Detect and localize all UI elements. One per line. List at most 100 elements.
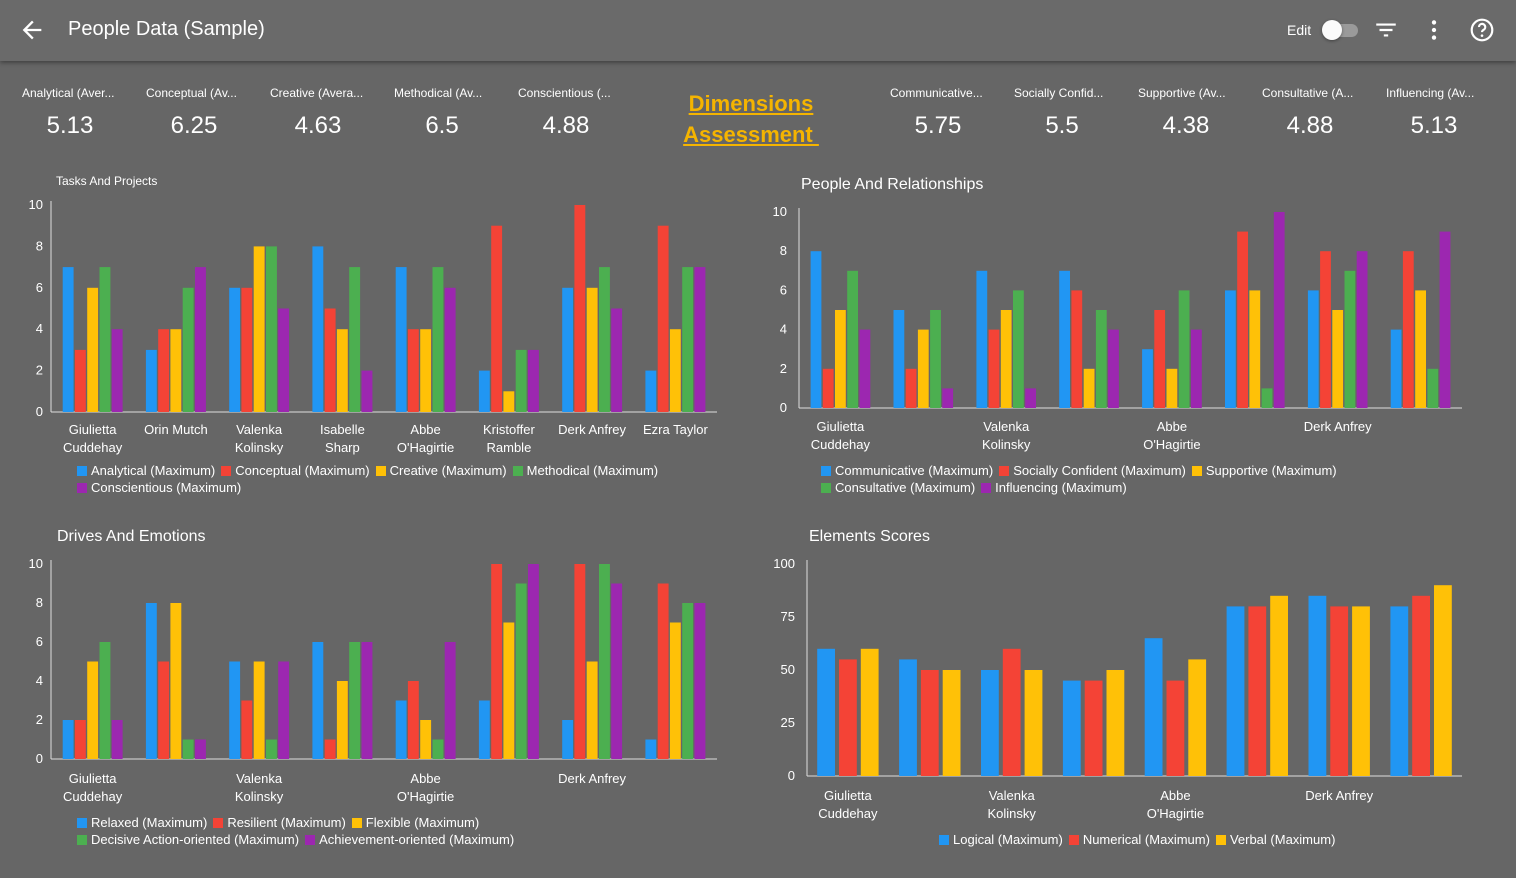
legend-item[interactable]: Verbal (Maximum) [1215,831,1335,848]
x-category-label: Valenka [989,788,1036,803]
bar [1144,638,1163,776]
bar [182,739,194,759]
more-vert-icon[interactable] [1421,17,1447,43]
bar [822,368,834,408]
x-category-label: Derk Anfrey [558,422,626,437]
kpi-socially-confident: Socially Confid... 5.5 [1014,86,1132,140]
bar [930,310,941,408]
legend-item[interactable]: Methodical (Maximum) [512,462,658,479]
bar [349,642,361,759]
legend-label: Supportive (Maximum) [1205,463,1337,478]
bar [574,205,586,412]
bar [1402,251,1414,408]
bar [1142,349,1153,408]
bar [669,622,681,759]
legend-item[interactable]: Creative (Maximum) [375,462,507,479]
x-category-label: Cuddehay [811,437,871,452]
legend-item[interactable]: Achievement-oriented (Maximum) [305,831,514,848]
kpi-label: Consultative (A... [1262,86,1354,100]
bar [1427,368,1439,408]
help-icon[interactable] [1469,17,1495,43]
legend-item[interactable]: Analytical (Maximum) [77,462,215,479]
bar [988,329,1000,408]
bar [611,308,623,412]
y-tick-label: 8 [780,243,787,258]
y-tick-label: 6 [36,634,43,649]
bar [694,267,706,412]
x-category-label: Abbe [1160,788,1190,803]
y-tick-label: 100 [773,556,795,571]
legend-item[interactable]: Influencing (Maximum) [981,479,1127,496]
legend-swatch [77,466,87,476]
kpi-value: 4.63 [294,112,342,139]
legend-item[interactable]: Flexible (Maximum) [351,814,479,831]
x-category-label: Kolinsky [987,806,1036,821]
bar [1188,659,1207,776]
bar [847,270,858,408]
bar [859,329,871,408]
legend-item[interactable]: Conceptual (Maximum) [221,462,370,479]
bar [599,564,610,759]
bar [349,267,361,412]
bar [1270,595,1288,776]
dimensions-assessment-link[interactable]: Dimensions Assessment [660,88,842,150]
x-category-label: Giulietta [69,422,117,437]
legend-label: Analytical (Maximum) [91,463,216,478]
bar [1178,290,1190,408]
bar [1225,290,1236,408]
legend-label: Conceptual (Maximum) [235,463,370,478]
x-category-label: Derk Anfrey [558,771,626,786]
x-category-label: Kolinsky [235,440,284,455]
bar [1002,648,1021,776]
legend-swatch [1068,835,1079,845]
bar [611,583,623,759]
legend-label: Decisive Action-oriented (Maximum) [91,832,300,847]
bar [145,349,157,412]
kpi-value: 5.75 [914,112,962,139]
x-category-label: Cuddehay [63,789,123,804]
legend-item[interactable]: Decisive Action-oriented (Maximum) [77,831,299,848]
edit-toggle[interactable] [1322,20,1358,40]
bar [1356,251,1368,408]
x-category-label: Kolinsky [235,789,284,804]
bar [432,739,444,759]
bar [503,622,515,759]
bar [1000,310,1012,408]
legend-item[interactable]: Supportive (Maximum) [1191,462,1337,479]
legend-item[interactable]: Socially Confident (Maximum) [999,462,1186,479]
x-category-label: Cuddehay [63,440,123,455]
kpi-value: 6.25 [170,112,218,139]
x-category-label: Sharp [325,440,360,455]
kpi-conceptual: Conceptual (Av... 6.25 [146,86,264,140]
kpi-conscientious: Conscientious (... 4.88 [518,86,636,140]
legend-item[interactable]: Logical (Maximum) [939,831,1063,848]
legend-item[interactable]: Communicative (Maximum) [821,462,993,479]
bar [182,287,194,412]
x-category-label: Derk Anfrey [1305,788,1373,803]
y-tick-label: 10 [29,556,43,571]
bar [266,246,277,412]
legend-item[interactable]: Conscientious (Maximum) [77,479,241,496]
filter-icon[interactable] [1373,17,1399,43]
legend-item[interactable]: Relaxed (Maximum) [77,814,207,831]
bar [278,308,290,412]
bar [1434,585,1452,776]
bar [478,370,490,412]
tasks-legend: Analytical (Maximum) Conceptual (Maximum)… [77,462,737,496]
back-arrow-icon[interactable] [18,16,46,44]
bar [810,251,822,408]
bar [669,329,681,412]
bar [1024,670,1043,776]
elements-legend: Logical (Maximum) Numerical (Maximum) Verb… [939,831,1459,848]
kpi-value: 6.5 [425,112,459,139]
y-tick-label: 8 [36,595,43,610]
legend-item[interactable]: Numerical (Maximum) [1068,831,1210,848]
legend-item[interactable]: Consultative (Maximum) [821,479,975,496]
legend-swatch [821,483,831,493]
kpi-supportive: Supportive (Av... 4.38 [1138,86,1256,140]
bar [981,670,999,776]
y-tick-label: 2 [36,363,43,378]
legend-item[interactable]: Resilient (Maximum) [213,814,346,831]
x-category-label: O'Hagirtie [1143,437,1200,452]
y-tick-label: 6 [780,282,787,297]
